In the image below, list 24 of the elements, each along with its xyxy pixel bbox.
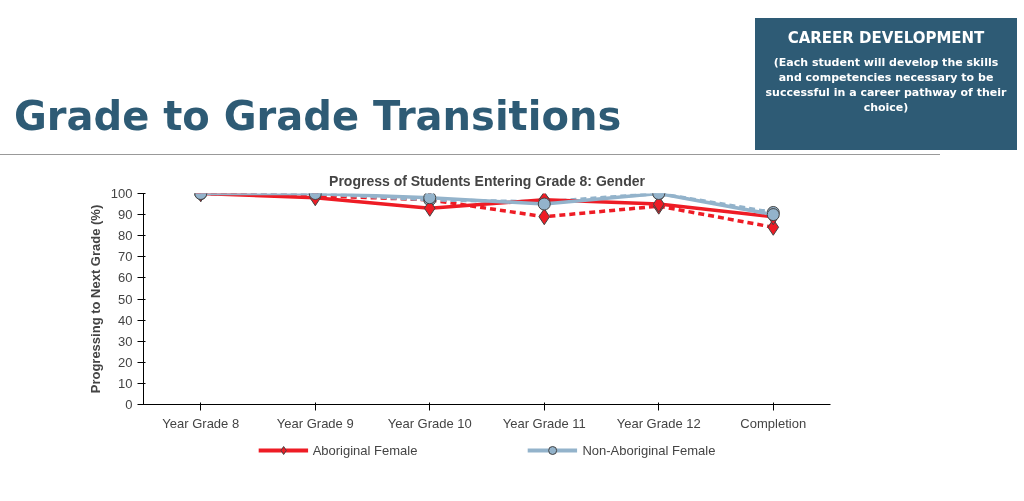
y-tick-label: 70 xyxy=(118,249,133,265)
y-tick-label: 40 xyxy=(118,312,133,328)
x-tick-label: Year Grade 10 xyxy=(387,415,472,431)
y-tick-label: 50 xyxy=(118,291,133,307)
x-tick-label: Year Grade 9 xyxy=(276,415,354,431)
y-tick-label: 10 xyxy=(118,375,133,391)
x-tick-label: Year Grade 11 xyxy=(502,415,586,431)
y-tick-label: 100 xyxy=(110,186,133,201)
x-tick-label: Year Grade 8 xyxy=(162,415,240,431)
y-tick-label: 0 xyxy=(125,397,133,412)
x-tick-label: Year Grade 12 xyxy=(616,415,701,431)
x-tick-label: Completion xyxy=(740,415,807,431)
text: Grade to Grade Transitions xyxy=(14,92,622,141)
legend-label: Aboriginal Female xyxy=(312,442,418,458)
y-tick-label: 90 xyxy=(118,207,133,223)
chart-title: Progress of Students Entering Grade 8: Gender xyxy=(329,172,646,189)
y-tick-label: 80 xyxy=(118,228,133,244)
y-tick-label: 30 xyxy=(118,333,133,349)
y-axis-title: Progressing to Next Grade (%) xyxy=(87,204,103,394)
text: CAREER DEVELOPMENT xyxy=(786,28,986,49)
text: (Each student will develop the skills and competencies necessary to be successful in a career pathway of their choice) xyxy=(764,55,1008,116)
legend-label: Non-Aboriginal Female xyxy=(582,442,716,458)
y-tick-label: 20 xyxy=(118,354,133,370)
y-tick-label: 60 xyxy=(118,270,133,286)
